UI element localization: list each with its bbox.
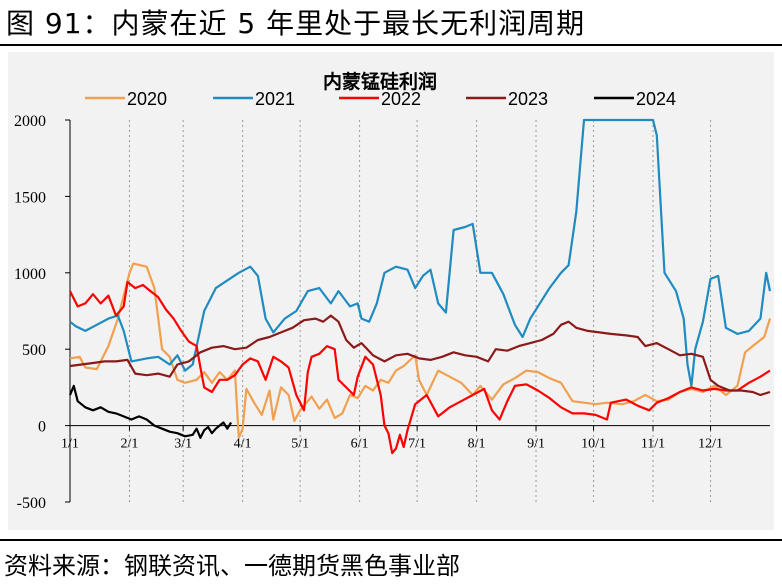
y-tick-label: 1500 [14, 189, 46, 206]
x-tick-label: 11/1 [641, 437, 665, 452]
axes [65, 119, 770, 503]
y-tick-label: 0 [38, 419, 46, 436]
x-tick-label: 7/1 [408, 437, 426, 452]
bottom-rule [0, 539, 782, 541]
series-line-2024 [68, 384, 233, 439]
y-tick-label: 500 [22, 342, 46, 359]
legend-label-2023: 2023 [508, 89, 548, 109]
x-tick-label: 1/1 [61, 437, 79, 452]
series-lines [68, 118, 772, 455]
legend-label-2022: 2022 [381, 89, 421, 109]
source-note: 资料来源：钢联资讯、一德期货黑色事业部 [4, 552, 460, 580]
x-tick-label: 10/1 [581, 437, 606, 452]
x-tick-label: 2/1 [121, 437, 139, 452]
x-tick-label: 5/1 [291, 437, 309, 452]
chart-title: 内蒙锰硅利润 [323, 70, 437, 93]
x-tick-label: 3/1 [174, 437, 192, 452]
top-rule [0, 44, 782, 46]
y-tick-label: -500 [17, 495, 46, 512]
y-tick-labels: -500 0 500 1000 1500 2000 [14, 113, 46, 512]
x-tick-label: 9/1 [527, 437, 545, 452]
x-tick-labels: 1/1 2/1 3/1 4/1 5/1 6/1 7/1 8/1 9/1 10/1 11/1 12/1 [61, 437, 723, 452]
series-line-2020 [69, 262, 772, 439]
legend-label-2024: 2024 [636, 89, 676, 109]
x-tick-label: 12/1 [698, 437, 723, 452]
x-tick-label: 6/1 [351, 437, 369, 452]
figure-title: 图 91：内蒙在近 5 年里处于最长无利润周期 [6, 7, 586, 40]
series-line-2021 [69, 118, 772, 387]
x-tick-label: 8/1 [468, 437, 486, 452]
y-tick-label: 2000 [14, 113, 46, 130]
legend: 2020 2021 2022 2023 2024 [85, 89, 676, 109]
legend-label-2021: 2021 [255, 89, 295, 109]
series-line-2023 [69, 314, 771, 397]
x-tick-label: 4/1 [234, 437, 252, 452]
y-tick-label: 1000 [14, 266, 46, 283]
legend-label-2020: 2020 [127, 89, 167, 109]
series-line-2022 [69, 280, 771, 455]
